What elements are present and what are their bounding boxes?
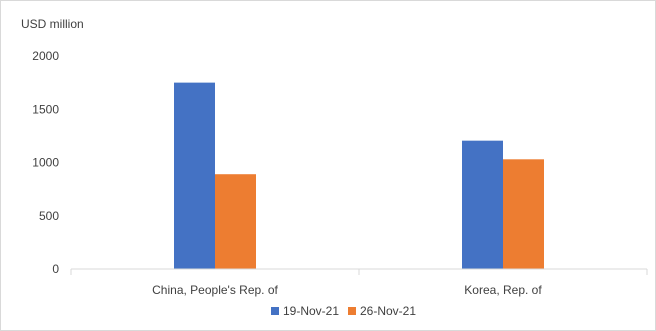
- x-category-label: Korea, Rep. of: [464, 283, 542, 297]
- y-axis-label: USD million: [21, 17, 84, 31]
- bar-series-1: [462, 140, 503, 269]
- legend-swatch: [271, 307, 279, 315]
- legend: 19-Nov-21 26-Nov-21: [271, 304, 416, 318]
- y-tick-label: 500: [39, 209, 59, 223]
- legend-label: 26-Nov-21: [360, 304, 416, 318]
- x-axis: China, People's Rep. of Korea, Rep. of: [70, 268, 648, 297]
- y-tick-label: 2000: [32, 49, 59, 63]
- legend-label: 19-Nov-21: [283, 304, 339, 318]
- legend-swatch: [348, 307, 356, 315]
- y-tick-label: 1000: [32, 156, 59, 170]
- y-tick-label: 1500: [32, 102, 59, 116]
- bar-series-2: [215, 174, 256, 269]
- y-axis-ticks: 0 500 1000 1500 2000: [32, 49, 59, 276]
- y-tick-label: 0: [52, 262, 59, 276]
- x-category-label: China, People's Rep. of: [152, 283, 278, 297]
- bar-series-2: [503, 159, 544, 269]
- bars: [174, 82, 544, 269]
- bar-series-1: [174, 82, 215, 269]
